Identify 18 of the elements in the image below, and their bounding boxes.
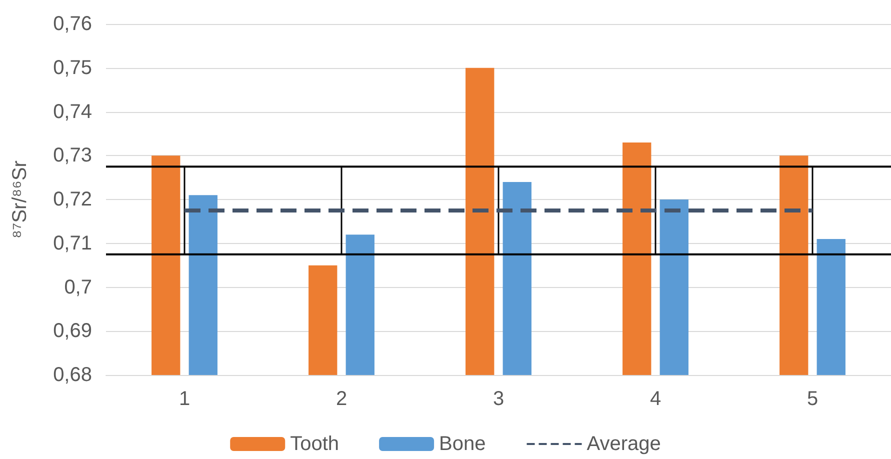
legend-label: Average [586,433,661,455]
x-tick-label: 1 [178,388,190,410]
y-tick-label: 0,69 [53,320,92,342]
y-tick-label: 0,75 [53,56,92,79]
y-tick-label: 0,72 [53,188,92,210]
y-tick-label: 0,71 [53,232,92,254]
y-tick-label: 0,7 [64,276,92,298]
x-tick-label: 2 [336,388,348,410]
y-tick-label: 0,76 [53,13,92,35]
x-tick-label: 5 [806,388,818,410]
legend-label: Bone [439,433,486,455]
y-axis-title: ⁸⁷Sr/⁸⁶Sr [9,160,31,238]
y-tick-label: 0,68 [53,364,92,386]
x-tick-label: 3 [492,388,504,410]
x-tick-label: 4 [650,388,662,410]
legend-label: Tooth [290,433,340,455]
y-tick-label: 0,73 [53,144,92,167]
y-tick-label: 0,74 [53,100,92,123]
